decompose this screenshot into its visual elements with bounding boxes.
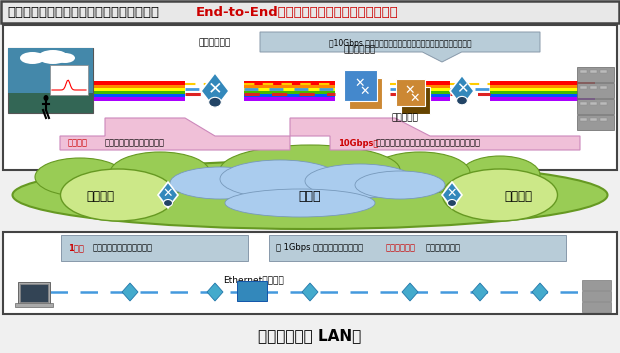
Text: ✕: ✕	[208, 79, 223, 97]
Ellipse shape	[55, 53, 75, 63]
FancyBboxPatch shape	[348, 78, 381, 108]
Ellipse shape	[456, 96, 467, 105]
Ellipse shape	[170, 167, 270, 199]
Text: 光スイッチ: 光スイッチ	[392, 113, 419, 122]
Ellipse shape	[38, 50, 68, 64]
Polygon shape	[122, 283, 138, 301]
Ellipse shape	[220, 160, 340, 198]
Text: ✕: ✕	[447, 186, 458, 199]
Text: ✕: ✕	[162, 186, 173, 199]
Ellipse shape	[355, 171, 445, 199]
Polygon shape	[18, 282, 50, 304]
Text: ゲートウェイ: ゲートウェイ	[199, 38, 231, 47]
Polygon shape	[442, 182, 462, 208]
Ellipse shape	[164, 199, 172, 207]
FancyBboxPatch shape	[1, 1, 619, 23]
Text: 電気スイッチ: 電気スイッチ	[344, 45, 376, 54]
FancyBboxPatch shape	[580, 118, 587, 121]
FancyBboxPatch shape	[577, 99, 614, 114]
Text: パケット単位: パケット単位	[386, 244, 416, 252]
Ellipse shape	[35, 158, 125, 196]
Ellipse shape	[43, 95, 48, 101]
Polygon shape	[402, 283, 418, 301]
Text: 広域網: 広域網	[299, 191, 321, 203]
Polygon shape	[207, 283, 223, 301]
FancyBboxPatch shape	[582, 301, 611, 311]
FancyBboxPatch shape	[600, 102, 607, 105]
Text: ～ 1Gbps のアプリケーションを: ～ 1Gbps のアプリケーションを	[276, 244, 363, 252]
Polygon shape	[302, 283, 318, 301]
Text: にタイムシェア: にタイムシェア	[426, 244, 461, 252]
Text: でネットワークにアクセス: でネットワークにアクセス	[105, 138, 165, 148]
FancyBboxPatch shape	[61, 235, 248, 261]
FancyBboxPatch shape	[600, 70, 607, 73]
Ellipse shape	[305, 164, 415, 198]
Polygon shape	[450, 76, 474, 107]
Text: １本のファイバ中に沢山の光波長を通し、: １本のファイバ中に沢山の光波長を通し、	[7, 6, 159, 19]
Text: 現在の「広域 LAN」: 現在の「広域 LAN」	[259, 329, 361, 343]
FancyBboxPatch shape	[401, 86, 430, 114]
Polygon shape	[158, 182, 178, 208]
Text: ✕: ✕	[405, 84, 415, 96]
FancyBboxPatch shape	[590, 102, 597, 105]
FancyBboxPatch shape	[577, 67, 614, 82]
Polygon shape	[532, 283, 548, 301]
FancyBboxPatch shape	[590, 86, 597, 89]
Text: 10Gbps超: 10Gbps超	[338, 138, 378, 148]
Ellipse shape	[61, 169, 175, 221]
Ellipse shape	[110, 152, 210, 194]
Ellipse shape	[12, 161, 608, 229]
Text: End-to-Endの大容量通信をユーザ主導で実現: End-to-Endの大容量通信をユーザ主導で実現	[196, 6, 399, 19]
FancyBboxPatch shape	[600, 118, 607, 121]
FancyBboxPatch shape	[15, 303, 53, 307]
Text: のアプリケーションは波長単位にタイムシェア: のアプリケーションは波長単位にタイムシェア	[376, 138, 481, 148]
FancyBboxPatch shape	[8, 48, 93, 113]
FancyBboxPatch shape	[577, 83, 614, 98]
FancyBboxPatch shape	[396, 78, 425, 106]
FancyBboxPatch shape	[577, 115, 614, 130]
Ellipse shape	[225, 189, 375, 217]
FancyBboxPatch shape	[3, 25, 617, 170]
FancyBboxPatch shape	[20, 284, 48, 302]
FancyBboxPatch shape	[237, 281, 267, 301]
FancyBboxPatch shape	[582, 280, 611, 289]
Text: ✕: ✕	[360, 84, 370, 97]
FancyBboxPatch shape	[343, 70, 376, 101]
Ellipse shape	[220, 145, 400, 195]
Text: ✕: ✕	[456, 81, 468, 96]
FancyBboxPatch shape	[580, 70, 587, 73]
FancyBboxPatch shape	[8, 48, 93, 93]
Polygon shape	[290, 118, 580, 150]
Ellipse shape	[448, 199, 456, 207]
Ellipse shape	[370, 152, 470, 194]
Ellipse shape	[443, 169, 557, 221]
Text: でネットワークにアクセス: でネットワークにアクセス	[93, 244, 153, 252]
Polygon shape	[472, 283, 488, 301]
FancyBboxPatch shape	[3, 232, 617, 314]
FancyBboxPatch shape	[600, 86, 607, 89]
Text: 1波長: 1波長	[68, 244, 84, 252]
FancyBboxPatch shape	[269, 235, 566, 261]
Text: ～10Gbps のアプリケーションはパケット単位でタイムシェア: ～10Gbps のアプリケーションはパケット単位でタイムシェア	[329, 38, 471, 48]
FancyBboxPatch shape	[590, 70, 597, 73]
FancyBboxPatch shape	[50, 65, 88, 95]
Polygon shape	[260, 32, 540, 62]
Text: ✕: ✕	[410, 91, 420, 104]
FancyBboxPatch shape	[582, 291, 611, 300]
Ellipse shape	[20, 52, 45, 64]
FancyBboxPatch shape	[580, 86, 587, 89]
Text: 複数波長: 複数波長	[68, 138, 88, 148]
Text: ユーザ網: ユーザ網	[86, 191, 114, 203]
Text: ✕: ✕	[355, 77, 365, 90]
Ellipse shape	[209, 97, 221, 107]
FancyBboxPatch shape	[590, 118, 597, 121]
Text: ユーザ網: ユーザ網	[504, 191, 532, 203]
Polygon shape	[201, 73, 229, 109]
Ellipse shape	[460, 156, 540, 194]
Text: Ethernetスイッチ: Ethernetスイッチ	[223, 275, 283, 285]
FancyBboxPatch shape	[580, 102, 587, 105]
Polygon shape	[60, 118, 290, 150]
